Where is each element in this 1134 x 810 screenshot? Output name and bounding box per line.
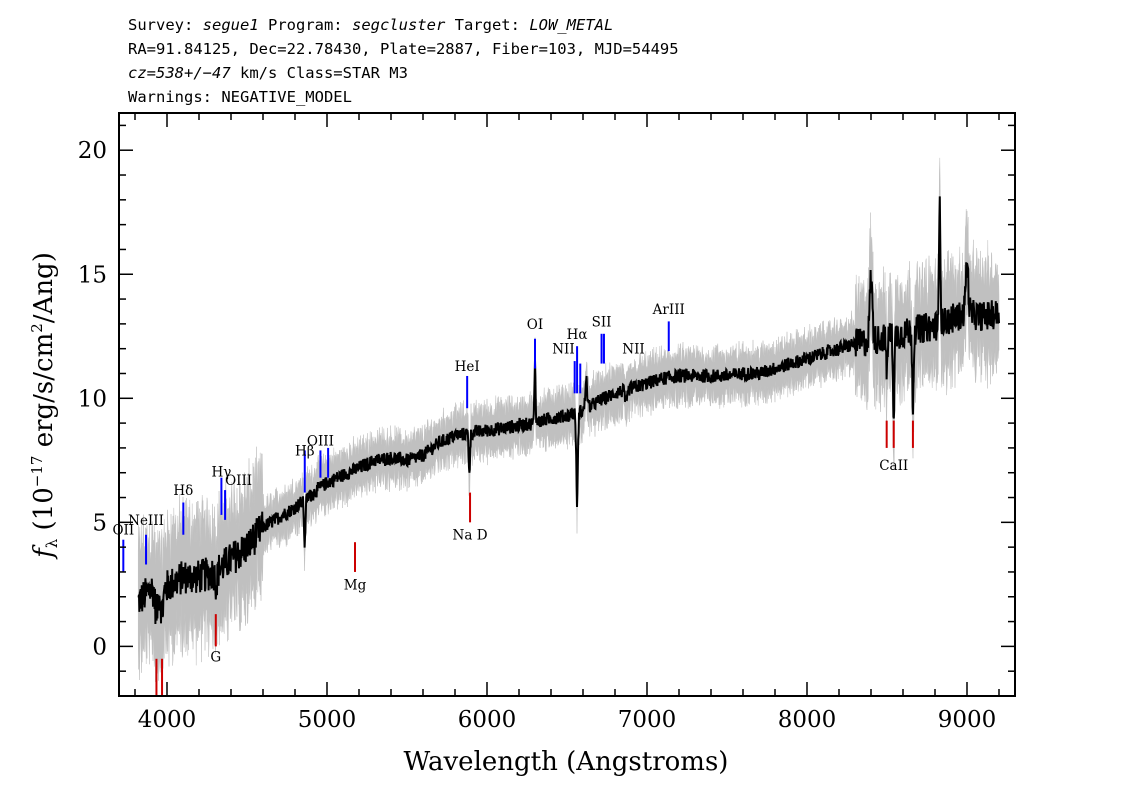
x-tick-label: 4000 bbox=[138, 707, 197, 733]
x-tick-label: 9000 bbox=[938, 707, 997, 733]
emission-label-h-: Hδ bbox=[173, 483, 193, 499]
header-line-3: cz=538+/−47 km/s Class=STAR M3 bbox=[128, 64, 408, 82]
header-line-2: RA=91.84125, Dec=22.78430, Plate=2887, F… bbox=[128, 40, 679, 58]
emission-label-oiii: OIII bbox=[225, 473, 252, 489]
plot-frame bbox=[118, 112, 1016, 697]
emission-label-nii: NII bbox=[622, 342, 644, 358]
x-axis-title: Wavelength (Angstroms) bbox=[404, 747, 729, 777]
plot-axes: 4000 5000 6000 7000 8000 9000 0 5 10 15 20 bbox=[78, 112, 1016, 733]
emission-label-oi: OI bbox=[527, 317, 543, 333]
emission-label-neiii: NeIII bbox=[128, 513, 164, 529]
header-line-4: Warnings: NEGATIVE_MODEL bbox=[128, 88, 352, 106]
y-tick-label: 10 bbox=[78, 386, 107, 412]
y-tick-label: 0 bbox=[92, 634, 107, 660]
emission-label-oiii: OIII bbox=[307, 433, 334, 449]
x-tick-label: 7000 bbox=[618, 707, 677, 733]
emission-label-ariii: ArIII bbox=[652, 302, 685, 318]
x-tick-label: 6000 bbox=[458, 707, 517, 733]
plot-header: Survey: segue1 Program: segcluster Targe… bbox=[128, 16, 679, 106]
emission-label-hei: HeI bbox=[455, 359, 480, 375]
absorption-label-caii: CaII bbox=[879, 458, 908, 474]
y-tick-label: 15 bbox=[78, 262, 107, 288]
absorption-label-mg: Mg bbox=[344, 577, 367, 593]
flux-line bbox=[137, 196, 1000, 625]
absorption-label-na-d: Na D bbox=[453, 528, 488, 544]
emission-label-h-: Hγ bbox=[211, 464, 231, 480]
header-line-1: Survey: segue1 Program: segcluster Targe… bbox=[128, 16, 613, 34]
absorption-label-g: G bbox=[210, 649, 221, 665]
emission-label-h-: Hα bbox=[567, 327, 588, 343]
y-tick-label: 5 bbox=[92, 510, 107, 536]
x-tick-label: 5000 bbox=[298, 707, 357, 733]
flux-series bbox=[137, 196, 1000, 625]
emission-label-h-: Hβ bbox=[295, 443, 315, 459]
spectral-line-markers: OIINeIIIHδHγOIIIHβOIIIHeIOINIIHαNIISIIAr… bbox=[112, 302, 914, 696]
emission-label-oii: OII bbox=[112, 523, 134, 539]
y-tick-label: 20 bbox=[78, 138, 107, 164]
emission-label-nii: NII bbox=[552, 342, 574, 358]
y-axis-title: fλ (10−17 erg/s/cm2/Ang) bbox=[28, 252, 61, 560]
x-tick-label: 8000 bbox=[778, 707, 837, 733]
emission-label-sii: SII bbox=[592, 314, 612, 330]
